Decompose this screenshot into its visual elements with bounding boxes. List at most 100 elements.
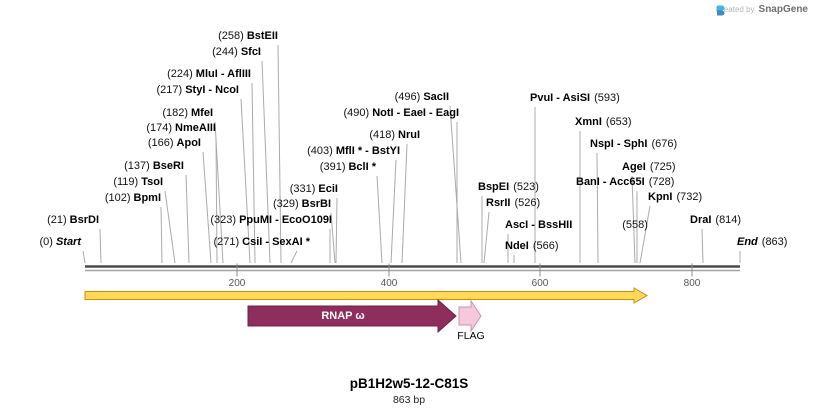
site-name: NotI - EaeI - EagI: [372, 107, 459, 119]
site-name: BseRI: [152, 160, 184, 172]
site-pos: (323): [210, 214, 237, 226]
site-label-csii-sexai: (271) CsiI - SexAI *: [213, 236, 310, 249]
site-name: End: [737, 236, 758, 248]
site-pos: (496): [394, 91, 421, 103]
callout-line: [240, 98, 251, 264]
site-label-pvui-asisi: PvuI - AsiSI (593): [530, 92, 620, 105]
site-name: XmnI: [575, 116, 602, 128]
site-label-sacii: (496) SacII: [395, 91, 449, 104]
callout-line: [215, 136, 218, 264]
site-name: SacII: [423, 91, 449, 103]
site-pos: (728): [648, 176, 675, 188]
site-pos: (224): [167, 68, 193, 80]
site-name: BpmI: [133, 192, 162, 204]
rnap-omega-arrow: [247, 298, 457, 334]
site-name: NspI - SphI: [590, 138, 648, 150]
site-label-mfei: (182) MfeI: [162, 107, 213, 120]
ruler-tick-label-200: 200: [228, 278, 246, 289]
site-pos: (166): [147, 137, 174, 149]
callout-line: [277, 44, 282, 264]
callout-line: [483, 211, 490, 264]
callout-line: [251, 82, 256, 264]
site-name: SfcI: [240, 46, 261, 58]
site-name: KpnI: [648, 191, 673, 203]
callout-line: [214, 121, 224, 264]
site-label-nrui: (418) NruI: [369, 129, 420, 142]
site-label-mlui-afliii: (224) MluI - AflIII: [167, 68, 251, 81]
site-pos: (258): [218, 30, 244, 42]
callout-line: [185, 174, 190, 264]
callout-line: [596, 152, 599, 264]
site-pos: (418): [369, 129, 395, 141]
callout-line: [390, 159, 397, 264]
flag-feature-label: FLAG: [457, 330, 485, 342]
site-pos: (593): [594, 92, 620, 104]
site-pos: (523): [513, 181, 539, 193]
site-label-bsrbi: (329) BsrBI: [273, 198, 331, 211]
site-label-nspi-sphi: NspI - SphI (676): [590, 138, 677, 151]
callout-line: [261, 60, 271, 264]
site-name: Start: [55, 236, 81, 248]
site-label-bspei: BspEI (523): [478, 181, 539, 194]
site-pos: (217): [156, 84, 183, 96]
site-name: AscI - BssHII: [505, 219, 573, 231]
site-label-bsteii: (258) BstEII: [218, 30, 278, 43]
map-length: 863 bp: [392, 394, 426, 406]
ruler-tick-label-800: 800: [683, 278, 701, 289]
site-name: DraI: [690, 214, 712, 226]
site-pos: (490): [343, 107, 370, 119]
callout-line: [639, 205, 651, 264]
site-label-ndei: NdeI (566): [505, 240, 559, 253]
site-pos: (863): [761, 236, 788, 248]
site-name: MfeI: [191, 107, 213, 119]
site-label-agei: AgeI (725): [622, 161, 676, 174]
callout-line: [290, 250, 298, 264]
site-name: BanI - Acc65I: [576, 176, 645, 188]
site-label-bani-acc65i: BanI - Acc65I (728): [576, 176, 674, 189]
site-name: BstEII: [246, 30, 278, 42]
site-label-rsrii: RsrII (526): [486, 197, 540, 210]
site-pos: (391): [319, 161, 346, 173]
ruler-tick-label-400: 400: [380, 278, 398, 289]
site-name: EciI: [318, 183, 338, 195]
callout-line: [82, 250, 86, 264]
site-pos: (271): [213, 236, 240, 248]
callout-line: [99, 228, 102, 264]
site-label-bsrdi: (21) BsrDI: [47, 214, 99, 227]
site-label-noti-eaei-eagi: (490) NotI - EaeI - EagI: [344, 107, 459, 120]
site-name: RsrII: [486, 197, 511, 209]
callout-line: [160, 206, 163, 264]
site-name: ApoI: [176, 137, 201, 149]
site-pos: (676): [651, 138, 678, 150]
callout-line: [701, 228, 704, 264]
site-pos: (725): [649, 161, 676, 173]
callout-line: [164, 190, 176, 264]
flag-arrow: [458, 299, 482, 333]
site-pos: (558): [622, 219, 648, 231]
created-by-text: Created by: [715, 5, 755, 14]
site-pos: (653): [605, 116, 632, 128]
callout-line: [335, 197, 338, 264]
callout-line: [376, 175, 383, 264]
site-name: NruI: [398, 129, 420, 141]
site-label-bseri: (137) BseRI: [124, 160, 184, 173]
site-pos: (119): [113, 176, 139, 188]
backbone-arrow: [84, 287, 649, 304]
site-name: BsrBI: [301, 198, 331, 210]
map-title: pB1H2w5-12-C81S: [349, 376, 469, 391]
callout-line: [202, 151, 212, 264]
site-name: BclI *: [348, 161, 376, 173]
site-name: BspEI: [478, 181, 510, 193]
site-pos: (526): [514, 197, 541, 209]
site-name: MflI * - BstYI: [335, 145, 400, 157]
site-pos: (174): [146, 122, 173, 134]
site-name: TsoI: [141, 176, 163, 188]
site-label-drai: DraI (814): [690, 214, 741, 227]
site-label-mfli-bstyi: (403) MflI * - BstYI: [307, 145, 400, 158]
site-pos: (137): [124, 160, 150, 172]
site-name: CsiI - SexAI *: [242, 236, 310, 248]
site-name: BsrDI: [69, 214, 99, 226]
site-name: PpuMI - EcoO109I: [239, 214, 332, 226]
site-name: AgeI: [622, 161, 646, 173]
